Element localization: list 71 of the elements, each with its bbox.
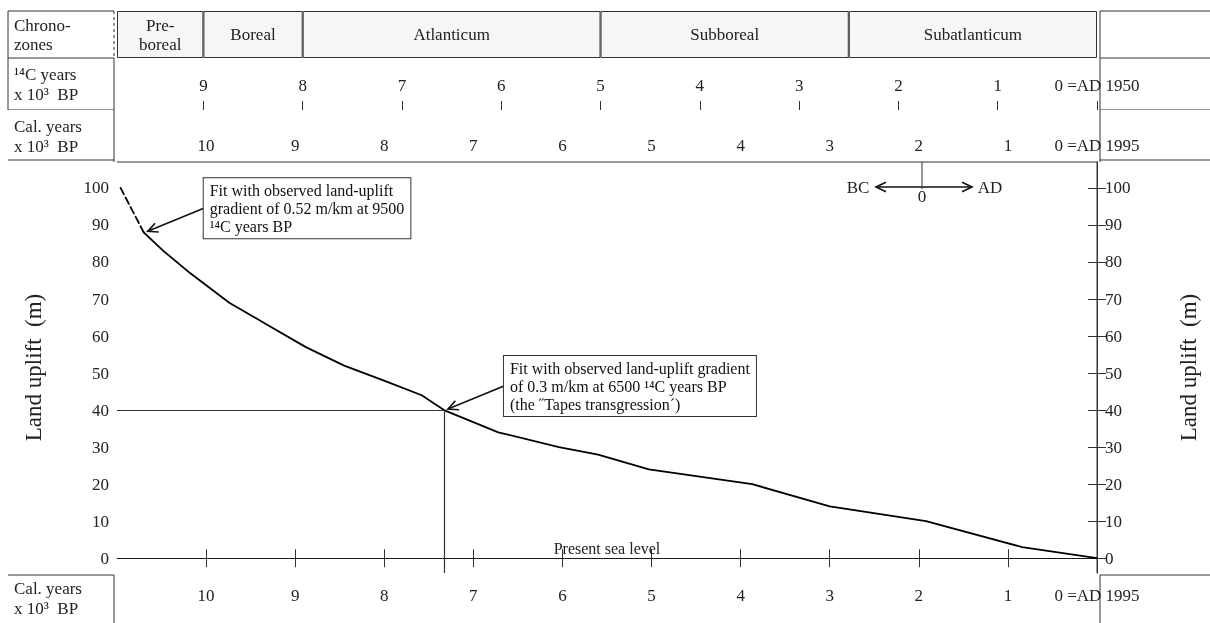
y2-tick-label: 70 [1105,289,1122,309]
y-tick-label: 20 [92,474,109,494]
y2-tick-label: 100 [1105,178,1131,198]
y2-tick-label: 80 [1105,252,1122,272]
ref-line-label: Present sea level [553,539,661,557]
series-label: Boreal [230,25,276,44]
series-label: Subatlanticum [923,25,1022,44]
x-tick-label: 1 [1003,136,1013,155]
x2-tick-label: 1 [1003,586,1013,605]
y-tick-label: 40 [92,400,109,420]
y-tick-label: 0 [100,548,109,568]
x-tick-label: 2 [894,76,903,95]
x-tick-label: 8 [298,76,307,95]
x2-tick-label: 3 [825,586,834,605]
annotation: 0 [917,186,927,206]
x2-tick-label: 10 [197,586,215,605]
x-tick-label: 9 [290,136,300,155]
y-tick-label: 10 [92,511,109,531]
y2-tick-label: 20 [1105,474,1122,494]
y-tick-label: 100 [83,178,109,198]
y-tick-label: 90 [92,215,109,235]
y-tick-label: 60 [92,326,109,346]
y2-axis-title: Land uplift (m) [1176,293,1201,442]
y2-tick-label: 90 [1105,215,1122,235]
x2-tick-label: 4 [736,586,746,605]
x2-tick-label: 8 [380,586,389,605]
annotation: BC [846,177,870,197]
y-tick-label: Chrono-zones [14,15,71,54]
y2-tick-label: 10 [1105,511,1122,531]
y-tick-label: 80 [92,252,109,272]
x-tick-label: 2 [914,136,924,155]
y2-tick-label: 40 [1105,400,1122,420]
x-axis-title: Cal. years x 10³ BP [14,578,82,618]
x-tick-label: 3 [794,76,804,95]
x-tick-label: 5 [647,136,656,155]
y-tick-label: 70 [92,289,109,309]
x-tick-label: 8 [380,136,389,155]
x-tick-label: 7 [469,136,479,155]
x2-tick-label: 0 =AD 1995 [1054,586,1140,605]
x-tick-label: 0 =AD 1995 [1054,136,1140,155]
x2-tick-label: 9 [290,586,300,605]
x-tick-label: 5 [596,76,605,95]
series-label: Pre-boreal [138,15,182,54]
x2-tick-label: 5 [647,586,656,605]
annotation: AD [977,177,1003,197]
y2-tick-label: 30 [1105,437,1122,457]
x-tick-label: 10 [197,136,215,155]
x-tick-label: 1 [993,76,1002,95]
x-tick-label: 7 [397,76,407,95]
y2-tick-label: 60 [1105,326,1122,346]
x2-tick-label: 2 [914,586,924,605]
y2-tick-label: 50 [1105,363,1122,383]
annotation: Fit with observed land-uplift gradient of 0.3 m/km at 6500 ¹⁴C years BP (the ˝Tapes transgression´) [509,359,751,414]
x-tick-label: 4 [695,76,705,95]
annotation: Fit with observed land-uplift gradient of 0.52 m/km at 9500 ¹⁴C years BP [209,181,405,236]
x-tick-label: 4 [736,136,746,155]
y-tick-label: 30 [92,437,109,457]
x-tick-label: 9 [199,76,208,95]
y2-tick-label: 0 [1105,548,1114,568]
x2-axis-title: Cal. years x 10³ BP [14,116,82,156]
x-tick-label: 3 [825,136,834,155]
series-label: Subboreal [690,25,760,44]
x2-tick-label: 7 [469,586,479,605]
y-axis-title: Land uplift (m) [21,293,46,442]
series-label: Atlanticum [413,25,490,44]
x2-tick-label: 6 [558,586,567,605]
x-axis-title: ¹⁴C years x 10³ BP [14,64,79,104]
x-tick-label: 6 [497,76,506,95]
x-tick-label: 0 =AD 1950 [1054,76,1140,95]
x-tick-label: 6 [558,136,567,155]
y-tick-label: 50 [92,363,109,383]
